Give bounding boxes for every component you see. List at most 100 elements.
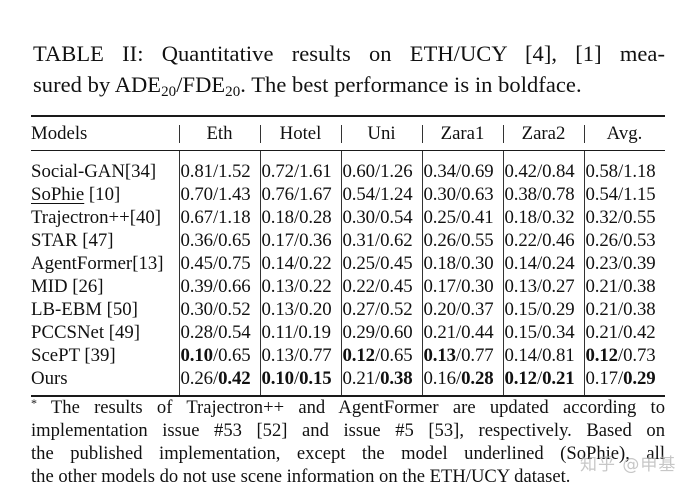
metric-cell-zara2: 0.15/0.29 bbox=[502, 298, 584, 321]
metric-cell-zara2: 0.14/0.24 bbox=[502, 252, 584, 275]
metric-cell-eth: 0.30/0.52 bbox=[178, 298, 260, 321]
metric-cell-eth: 0.10/0.65 bbox=[178, 344, 260, 367]
header-row: Models Eth Hotel Uni Zara1 Zara2 Avg. bbox=[31, 117, 665, 150]
table-body: Social-GAN[34] 0.81/1.52 0.72/1.61 0.60/1.2… bbox=[31, 151, 665, 395]
table-row: ScePT [39] 0.10/0.65 0.13/0.77 0.12/0.65 0.1… bbox=[31, 344, 665, 367]
footnote-line-1: * The results of Trajectron++ and AgentF… bbox=[31, 396, 665, 418]
metric-cell-uni: 0.22/0.45 bbox=[340, 275, 422, 298]
footnote-line-3: the published implementation, except the… bbox=[31, 443, 665, 464]
metric-cell-eth: 0.39/0.66 bbox=[178, 275, 260, 298]
metric-cell-hotel: 0.13/0.22 bbox=[259, 275, 341, 298]
model-name: ScePT [39] bbox=[31, 345, 116, 366]
header-models: Models bbox=[31, 122, 88, 144]
metric-cell-hotel: 0.13/0.77 bbox=[259, 344, 341, 367]
metric-cell-zara1: 0.13/0.77 bbox=[421, 344, 503, 367]
model-name: LB-EBM [50] bbox=[31, 299, 138, 320]
table-row: Trajectron++[40] 0.67/1.18 0.18/0.28 0.30/0… bbox=[31, 206, 665, 229]
header-zara2: Zara2 bbox=[503, 117, 584, 150]
metric-cell-avg: 0.21/0.38 bbox=[583, 275, 665, 298]
model-name: PCCSNet [49] bbox=[31, 322, 141, 343]
metric-cell-zara1: 0.17/0.30 bbox=[421, 275, 503, 298]
header-avg: Avg. bbox=[584, 117, 665, 150]
metric-cell-avg: 0.21/0.42 bbox=[583, 321, 665, 344]
footnote: * The results of Trajectron++ and AgentF… bbox=[31, 396, 665, 488]
metric-cell-zara1: 0.20/0.37 bbox=[421, 298, 503, 321]
metric-cell-uni: 0.29/0.60 bbox=[340, 321, 422, 344]
model-name: Ours bbox=[31, 368, 68, 389]
caption-line-1: TABLE II: Quantitative results on ETH/UC… bbox=[33, 41, 665, 66]
metric-cell-hotel: 0.76/1.67 bbox=[259, 183, 341, 206]
model-name: Trajectron++[40] bbox=[31, 207, 162, 228]
metric-cell-zara1: 0.34/0.69 bbox=[421, 160, 503, 183]
metric-cell-zara1: 0.30/0.63 bbox=[421, 183, 503, 206]
metric-cell-eth: 0.81/1.52 bbox=[178, 160, 260, 183]
results-table: Models Eth Hotel Uni Zara1 Zara2 Avg. So… bbox=[31, 115, 665, 397]
table-row: PCCSNet [49] 0.28/0.54 0.11/0.19 0.29/0.60 0… bbox=[31, 321, 665, 344]
metric-cell-eth: 0.67/1.18 bbox=[178, 206, 260, 229]
header-uni: Uni bbox=[341, 117, 422, 150]
metric-cell-hotel: 0.10/0.15 bbox=[259, 367, 341, 390]
metric-cell-eth: 0.36/0.65 bbox=[178, 229, 260, 252]
metric-cell-avg: 0.54/1.15 bbox=[583, 183, 665, 206]
header-rule bbox=[31, 150, 665, 151]
model-name: Social-GAN[34] bbox=[31, 161, 157, 182]
metric-cell-uni: 0.54/1.24 bbox=[340, 183, 422, 206]
metric-cell-uni: 0.25/0.45 bbox=[340, 252, 422, 275]
metric-cell-zara2: 0.14/0.81 bbox=[502, 344, 584, 367]
table-row: MID [26] 0.39/0.66 0.13/0.22 0.22/0.45 0.17/… bbox=[31, 275, 665, 298]
table-row: LB-EBM [50] 0.30/0.52 0.13/0.20 0.27/0.52 0.… bbox=[31, 298, 665, 321]
model-name: MID [26] bbox=[31, 276, 104, 297]
metric-cell-zara2: 0.42/0.84 bbox=[502, 160, 584, 183]
model-name: STAR [47] bbox=[31, 230, 114, 251]
metric-cell-eth: 0.28/0.54 bbox=[178, 321, 260, 344]
header-eth: Eth bbox=[179, 117, 260, 150]
metric-cell-hotel: 0.72/1.61 bbox=[259, 160, 341, 183]
metric-cell-hotel: 0.14/0.22 bbox=[259, 252, 341, 275]
bottom-rule bbox=[31, 395, 665, 397]
metric-cell-hotel: 0.13/0.20 bbox=[259, 298, 341, 321]
metric-cell-eth: 0.70/1.43 bbox=[178, 183, 260, 206]
metric-cell-hotel: 0.11/0.19 bbox=[259, 321, 341, 344]
footnote-line-2: implementation issue #53 [52] and issue … bbox=[31, 420, 665, 441]
metric-cell-zara2: 0.15/0.34 bbox=[502, 321, 584, 344]
metric-cell-eth: 0.26/0.42 bbox=[178, 367, 260, 390]
caption-line-2: sured by ADE20/FDE20. The best performan… bbox=[33, 72, 582, 100]
metric-cell-zara1: 0.18/0.30 bbox=[421, 252, 503, 275]
metric-cell-zara1: 0.16/0.28 bbox=[421, 367, 503, 390]
metric-cell-zara1: 0.25/0.41 bbox=[421, 206, 503, 229]
metric-cell-zara1: 0.21/0.44 bbox=[421, 321, 503, 344]
metric-cell-hotel: 0.17/0.36 bbox=[259, 229, 341, 252]
table-row: Social-GAN[34] 0.81/1.52 0.72/1.61 0.60/1.2… bbox=[31, 160, 665, 183]
table-caption: TABLE II: Quantitative results on ETH/UC… bbox=[33, 38, 665, 100]
metric-cell-zara1: 0.26/0.55 bbox=[421, 229, 503, 252]
metric-cell-uni: 0.60/1.26 bbox=[340, 160, 422, 183]
metric-cell-uni: 0.31/0.62 bbox=[340, 229, 422, 252]
top-rule bbox=[31, 115, 665, 117]
watermark: 知乎 @申基 bbox=[580, 455, 677, 475]
model-name: SoPhie [10] bbox=[31, 184, 121, 205]
metric-cell-avg: 0.23/0.39 bbox=[583, 252, 665, 275]
metric-cell-hotel: 0.18/0.28 bbox=[259, 206, 341, 229]
metric-cell-uni: 0.27/0.52 bbox=[340, 298, 422, 321]
metric-cell-zara2: 0.22/0.46 bbox=[502, 229, 584, 252]
metric-cell-zara2: 0.38/0.78 bbox=[502, 183, 584, 206]
metric-cell-zara2: 0.18/0.32 bbox=[502, 206, 584, 229]
metric-cell-zara2: 0.13/0.27 bbox=[502, 275, 584, 298]
table-row: STAR [47] 0.36/0.65 0.17/0.36 0.31/0.62 0.26… bbox=[31, 229, 665, 252]
model-name: AgentFormer[13] bbox=[31, 253, 164, 274]
table-row: AgentFormer[13] 0.45/0.75 0.14/0.22 0.25/0.… bbox=[31, 252, 665, 275]
table-row: Ours 0.26/0.42 0.10/0.15 0.21/0.38 0.16/0.28… bbox=[31, 367, 665, 390]
metric-cell-avg: 0.21/0.38 bbox=[583, 298, 665, 321]
metric-cell-eth: 0.45/0.75 bbox=[178, 252, 260, 275]
metric-cell-avg: 0.26/0.53 bbox=[583, 229, 665, 252]
metric-cell-avg: 0.32/0.55 bbox=[583, 206, 665, 229]
spacer-row bbox=[31, 151, 665, 160]
metric-cell-avg: 0.12/0.73 bbox=[583, 344, 665, 367]
metric-cell-zara2: 0.12/0.21 bbox=[502, 367, 584, 390]
footnote-line-4: the other models do not use scene inform… bbox=[31, 466, 571, 487]
table-row: SoPhie [10] 0.70/1.43 0.76/1.67 0.54/1.24 0.… bbox=[31, 183, 665, 206]
header-hotel: Hotel bbox=[260, 117, 341, 150]
metric-cell-avg: 0.58/1.18 bbox=[583, 160, 665, 183]
header-zara1: Zara1 bbox=[422, 117, 503, 150]
metric-cell-avg: 0.17/0.29 bbox=[583, 367, 665, 390]
